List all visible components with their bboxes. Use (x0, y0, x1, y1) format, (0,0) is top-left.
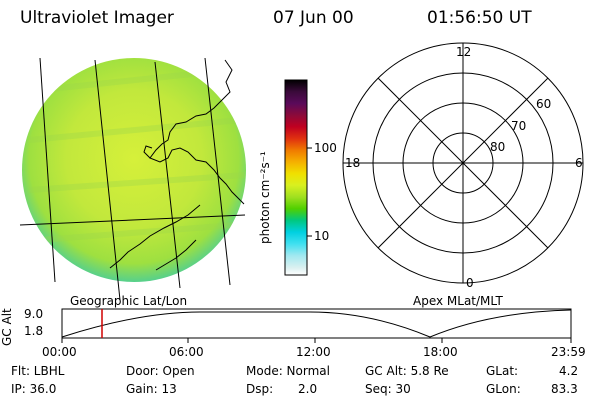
colorbar-unit-label: photon cm⁻²s⁻¹ (258, 151, 272, 244)
time-tick-2359: 23:59 (551, 345, 586, 359)
mlt-label-6: 6 (575, 156, 583, 170)
mlt-label-12: 12 (456, 45, 472, 59)
info-door: Door: Open (126, 364, 195, 378)
colorbar-tick-100: 100 (314, 141, 337, 155)
polar-panel-label: Apex MLat/MLT (413, 294, 503, 308)
polar-plot (342, 42, 584, 284)
uv-image-disk (22, 58, 246, 282)
altitude-strip (61, 308, 572, 343)
time-tick-1800: 18:00 (423, 345, 458, 359)
colorbar (284, 79, 312, 276)
altitude-tick-high: 9.0 (24, 307, 44, 321)
colorbar-tick-10: 10 (314, 229, 330, 243)
altitude-tick-low: 1.8 (24, 324, 44, 338)
info-seq: Seq: 30 (365, 382, 411, 396)
coastline (109, 59, 245, 271)
mlt-label-18: 18 (345, 156, 361, 170)
date-label: 07 Jun 00 (273, 8, 354, 28)
time-tick-0000: 00:00 (42, 345, 77, 359)
info-dsp-label: Dsp: (246, 382, 274, 396)
image-panel-label: Geographic Lat/Lon (70, 294, 188, 308)
time-tick-1200: 12:00 (296, 345, 331, 359)
info-glon-label: GLon: (486, 382, 521, 396)
info-flt: Flt: LBHL (11, 364, 65, 378)
altitude-axis-label: GC Alt (0, 308, 14, 346)
time-label: 01:56:50 UT (427, 8, 532, 28)
info-glat-value: 4.2 (559, 364, 579, 378)
app-title: Ultraviolet Imager (20, 8, 174, 28)
info-dsp-value: 2.0 (298, 382, 318, 396)
mlat-label-60: 60 (536, 97, 552, 111)
info-gain: Gain: 13 (126, 382, 177, 396)
info-glat-label: GLat: (486, 364, 519, 378)
info-gc-alt: GC Alt: 5.8 Re (365, 364, 449, 378)
info-mode: Mode: Normal (246, 364, 330, 378)
time-tick-0600: 06:00 (169, 345, 204, 359)
info-ip: IP: 36.0 (11, 382, 57, 396)
mlt-label-0: 0 (466, 276, 474, 290)
mlat-label-80: 80 (490, 140, 506, 154)
info-glon-value: 83.3 (551, 382, 578, 396)
mlat-label-70: 70 (511, 119, 527, 133)
geo-grid (19, 57, 246, 301)
